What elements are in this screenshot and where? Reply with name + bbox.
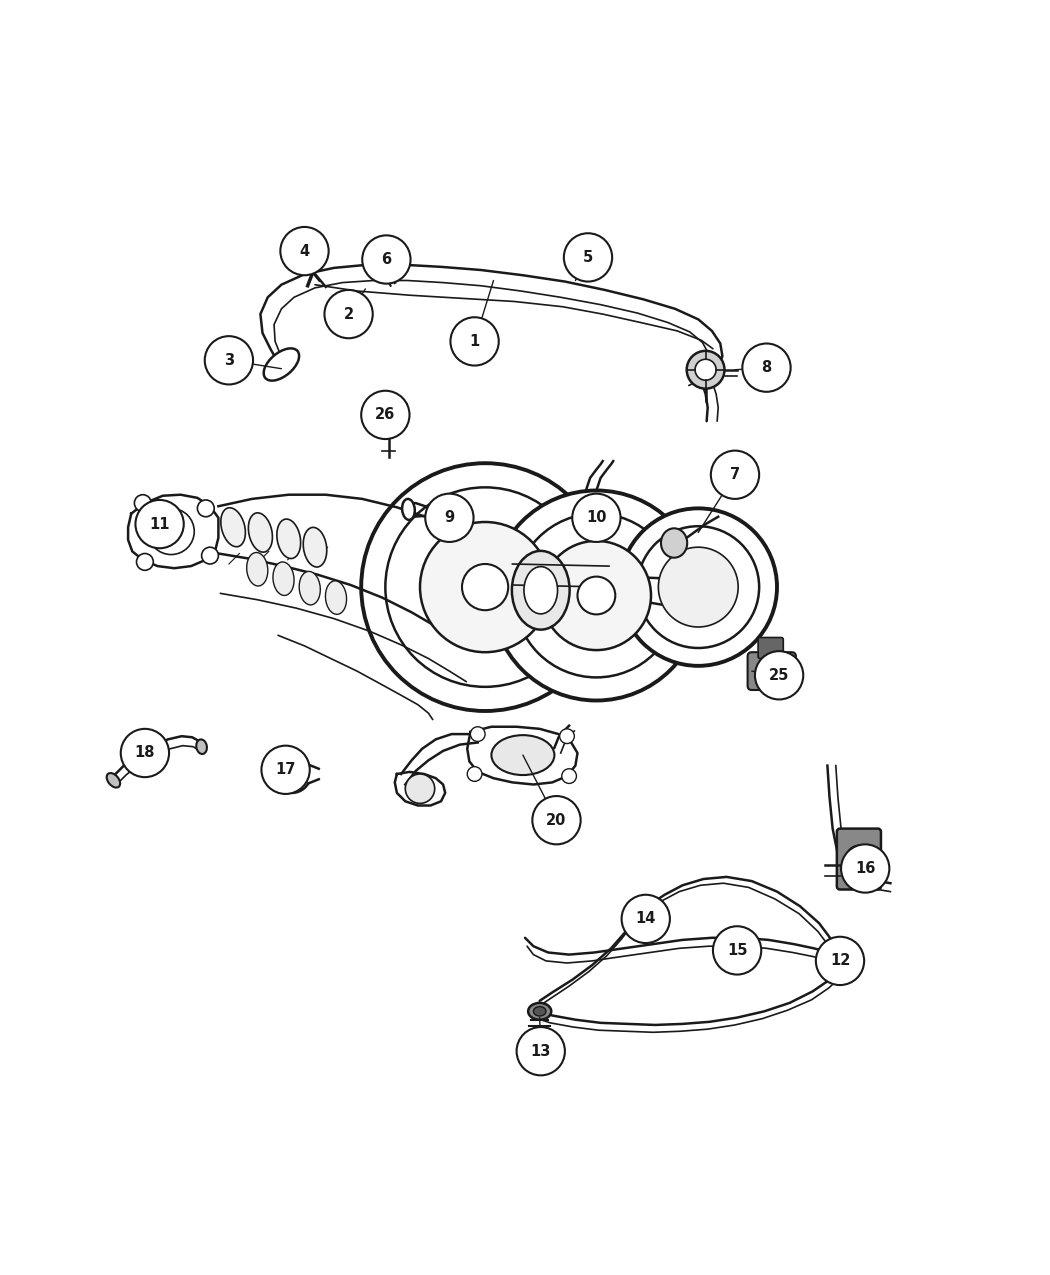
Circle shape (755, 652, 803, 700)
Text: 11: 11 (149, 516, 170, 532)
Circle shape (622, 895, 670, 944)
Ellipse shape (402, 499, 415, 520)
Circle shape (542, 541, 651, 650)
Circle shape (711, 450, 759, 499)
Ellipse shape (107, 773, 120, 788)
Text: 13: 13 (530, 1044, 551, 1058)
Circle shape (450, 317, 499, 366)
Ellipse shape (528, 1003, 551, 1020)
Text: 3: 3 (224, 353, 234, 367)
Circle shape (362, 236, 411, 283)
Circle shape (361, 463, 609, 711)
Ellipse shape (326, 581, 346, 615)
Ellipse shape (533, 1006, 546, 1016)
Circle shape (134, 495, 151, 511)
Ellipse shape (827, 958, 853, 977)
Text: 17: 17 (275, 762, 296, 778)
Circle shape (280, 227, 329, 275)
Circle shape (385, 487, 585, 687)
Text: 2: 2 (343, 306, 354, 321)
Text: 10: 10 (586, 510, 607, 525)
Circle shape (564, 233, 612, 282)
Circle shape (376, 403, 401, 427)
Circle shape (620, 509, 777, 666)
Circle shape (361, 390, 410, 439)
Circle shape (572, 493, 621, 542)
Ellipse shape (512, 551, 569, 630)
Circle shape (562, 769, 576, 783)
Circle shape (637, 527, 759, 648)
Circle shape (136, 553, 153, 570)
FancyBboxPatch shape (837, 829, 881, 890)
Ellipse shape (220, 507, 246, 547)
Text: 9: 9 (444, 510, 455, 525)
Circle shape (405, 774, 435, 803)
Ellipse shape (264, 348, 299, 381)
Ellipse shape (491, 736, 554, 775)
Ellipse shape (299, 571, 320, 604)
Circle shape (687, 351, 724, 389)
Text: 26: 26 (375, 408, 396, 422)
Ellipse shape (662, 528, 687, 557)
Circle shape (517, 1028, 565, 1075)
Circle shape (425, 493, 474, 542)
Circle shape (121, 729, 169, 778)
Circle shape (467, 766, 482, 782)
Circle shape (324, 289, 373, 338)
Circle shape (532, 796, 581, 844)
Circle shape (578, 576, 615, 615)
Circle shape (695, 360, 716, 380)
Circle shape (658, 547, 738, 627)
Ellipse shape (247, 552, 268, 587)
Text: 20: 20 (546, 812, 567, 827)
Ellipse shape (273, 562, 294, 595)
Circle shape (816, 937, 864, 986)
Ellipse shape (249, 513, 272, 552)
Ellipse shape (833, 961, 847, 973)
Circle shape (560, 729, 574, 743)
Circle shape (491, 491, 701, 700)
Circle shape (148, 509, 194, 555)
Text: 4: 4 (299, 244, 310, 259)
Text: 15: 15 (727, 944, 748, 958)
Circle shape (846, 845, 872, 871)
Text: 18: 18 (134, 746, 155, 760)
Circle shape (197, 500, 214, 516)
Text: 7: 7 (730, 467, 740, 482)
Circle shape (420, 521, 550, 653)
Circle shape (462, 564, 508, 611)
FancyBboxPatch shape (758, 638, 783, 658)
Circle shape (205, 337, 253, 385)
Text: 6: 6 (381, 252, 392, 266)
Circle shape (470, 727, 485, 742)
Circle shape (135, 500, 184, 548)
Ellipse shape (196, 740, 207, 754)
Circle shape (202, 547, 218, 564)
Circle shape (261, 746, 310, 794)
Circle shape (841, 844, 889, 892)
Text: 25: 25 (769, 668, 790, 683)
Text: 16: 16 (855, 861, 876, 876)
Circle shape (713, 926, 761, 974)
FancyBboxPatch shape (748, 653, 796, 690)
Text: 12: 12 (830, 954, 850, 969)
Text: 5: 5 (583, 250, 593, 265)
Circle shape (514, 514, 678, 677)
Ellipse shape (303, 528, 327, 567)
Text: 1: 1 (469, 334, 480, 349)
Circle shape (742, 343, 791, 391)
Ellipse shape (277, 519, 300, 558)
Text: 8: 8 (761, 360, 772, 375)
Ellipse shape (524, 566, 558, 613)
Text: 14: 14 (635, 912, 656, 927)
